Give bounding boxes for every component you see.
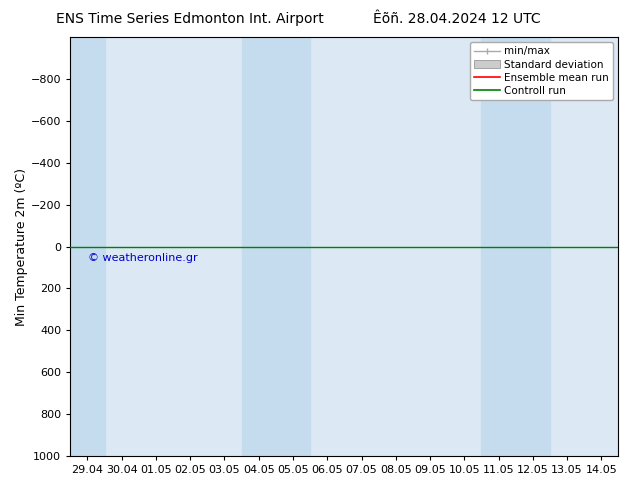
- Y-axis label: Min Temperature 2m (ºC): Min Temperature 2m (ºC): [15, 168, 28, 325]
- Text: Êõñ. 28.04.2024 12 UTC: Êõñ. 28.04.2024 12 UTC: [373, 12, 540, 26]
- Legend: min/max, Standard deviation, Ensemble mean run, Controll run: min/max, Standard deviation, Ensemble me…: [470, 42, 613, 100]
- Bar: [242, 37, 310, 456]
- Bar: [481, 37, 550, 456]
- Text: © weatheronline.gr: © weatheronline.gr: [88, 253, 198, 263]
- Text: ENS Time Series Edmonton Int. Airport: ENS Time Series Edmonton Int. Airport: [56, 12, 324, 26]
- Bar: [70, 37, 105, 456]
